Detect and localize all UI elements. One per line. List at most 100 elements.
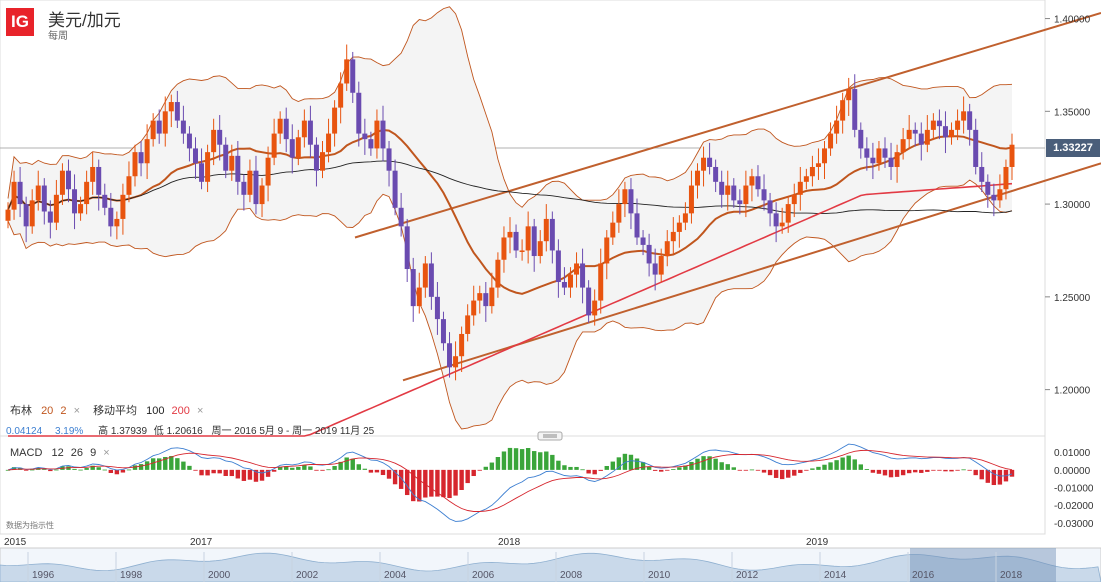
instrument-title[interactable]: 美元/加元 [48,11,121,30]
candle [888,142,894,180]
candle [719,170,725,208]
remove-macd-icon[interactable]: × [103,447,110,459]
candle-body [114,218,120,227]
candle-body [586,287,592,316]
remove-bollinger-icon[interactable]: × [73,405,80,417]
macd-histogram-bar [459,469,464,491]
candle [676,215,682,248]
bollinger-legend[interactable]: 布林 20 2 × 移动平均 100 200 × [10,402,203,418]
candle-body [531,226,537,257]
macd-histogram-bar [659,469,664,472]
candle-body [11,181,17,210]
price-tick-label: 1.25000 [1054,293,1091,304]
candle-body [186,133,192,149]
candle [11,170,17,220]
navigator-year-label: 2006 [472,570,495,581]
candle-body [326,133,332,153]
candle [640,230,646,256]
candle-body [416,287,422,307]
candle-body [78,204,84,214]
macd-histogram-bar [114,469,120,475]
time-axis-label: 2018 [498,537,521,548]
candle-body [374,120,380,149]
candle [138,141,144,177]
current-price-tag: 1.33227 [1046,139,1100,157]
candle [59,163,65,206]
macd-histogram-bar [441,469,446,498]
macd-histogram-bar [834,460,839,470]
remove-ma-icon[interactable]: × [196,405,204,417]
candle-body [489,287,495,307]
candle-body [834,120,840,134]
candle-body [235,155,241,182]
macd-histogram-bar [616,457,622,470]
candle-body [815,163,821,167]
candle [652,248,658,291]
low-value: 1.20616 [166,426,203,437]
bollinger-lower [7,179,1013,430]
candle-body [205,152,211,182]
candle-body [604,237,610,264]
candle [168,94,174,128]
period-label[interactable]: 每周 [48,31,68,42]
high-label: 高 [98,426,109,437]
candle-body [404,226,410,270]
candle [447,332,453,378]
candle [755,165,761,197]
candle-body [973,129,979,167]
bollinger-middle [7,128,1013,295]
macd-histogram-bar [604,465,609,470]
macd-histogram-bar [906,469,912,474]
macd-histogram-bar [665,469,670,471]
macd-histogram-bar [157,458,162,470]
macd-histogram-bar [132,465,138,470]
candle [295,129,301,166]
candle [410,257,416,322]
macd-histogram-bar [29,469,35,471]
candle-body [301,120,307,138]
macd-histogram-bar [217,469,222,474]
macd-histogram-bar [816,466,821,470]
macd-histogram-bar [392,469,398,485]
candle-body [906,129,912,140]
macd-histogram-bar [447,469,452,499]
candle-body [483,293,489,307]
candle-body [338,83,344,108]
candle-body [241,181,247,195]
candle-body [846,89,852,101]
candle-body [84,181,90,205]
macd-histogram-bar [858,464,863,470]
candle [277,111,283,144]
macd-histogram-bar [284,466,289,470]
macd-histogram-bar [773,469,779,478]
candle [616,189,622,233]
macd-histogram-bar [1009,469,1015,477]
macd-histogram-bar [719,462,724,470]
price-tick-label: 1.20000 [1054,386,1091,397]
candle [930,113,936,141]
navigator-area [0,552,1101,582]
navigator-selection[interactable] [910,548,1056,582]
indicative-note: 数据为指示性 [6,521,54,530]
candle [1003,159,1009,200]
macd-histogram-bar [90,465,95,470]
candle [434,282,440,335]
macd-histogram-bar [302,464,307,470]
macd-histogram-bar [961,469,966,471]
macd-signal: 9 [90,447,97,459]
price-axis: 1.40000 1.35000 1.30000 1.25000 1.20000 [1045,15,1091,397]
macd-tick-label: 0.00000 [1054,466,1091,477]
macd-histogram-bar [241,469,247,481]
candle-body [465,315,471,334]
candle-body [991,194,997,201]
panel-resize-handle[interactable] [537,431,563,441]
macd-histogram-bar [725,464,730,470]
candle [29,189,35,234]
macd-legend[interactable]: MACD 12 26 9 × [10,447,110,459]
macd-histogram-bar [513,448,519,470]
candle-body [930,120,936,130]
candle [356,81,362,147]
macd-histogram-bar [356,464,361,470]
candle-body [610,222,616,238]
